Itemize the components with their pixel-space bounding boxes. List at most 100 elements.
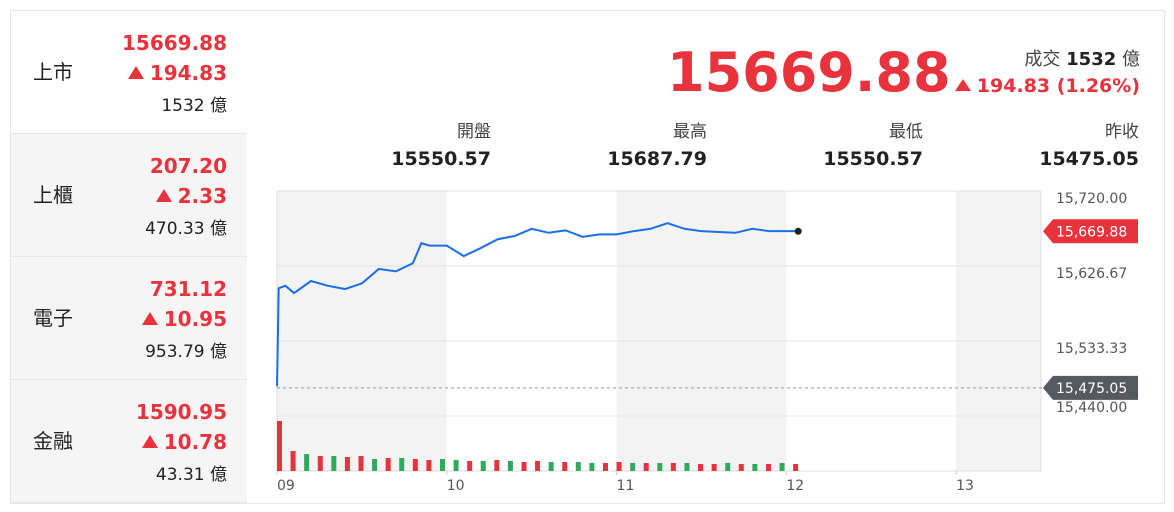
volume-bar	[412, 459, 418, 471]
band	[616, 191, 787, 471]
index-price: 15669.88	[121, 31, 227, 55]
reference-tag	[1043, 375, 1138, 400]
volume-unit: 億	[210, 96, 227, 116]
stat: 最高 15687.79	[507, 117, 707, 170]
index-price: 1590.95	[135, 400, 227, 424]
stat-label: 開盤	[457, 122, 491, 142]
volume-bar	[562, 462, 568, 471]
band	[277, 191, 447, 471]
index-change: 10.78	[142, 430, 227, 454]
volume-bar	[399, 458, 405, 471]
volume-bar	[711, 464, 717, 471]
volume-bar	[304, 454, 310, 471]
volume-value: 1532	[1066, 49, 1117, 70]
stat: 最低 15550.57	[723, 117, 923, 170]
stat-value: 15550.57	[823, 148, 923, 170]
index-change: 194.83	[128, 61, 227, 85]
volume-bar	[602, 463, 608, 471]
stat-value: 15550.57	[391, 148, 491, 170]
stat-label: 最低	[889, 122, 923, 142]
volume-bar	[684, 463, 690, 471]
volume-bar	[657, 463, 663, 471]
stat-label: 最高	[673, 122, 707, 142]
volume-bar	[521, 462, 527, 471]
reference-label: 15,475.05	[1056, 381, 1127, 397]
index-volume: 43.31 億	[156, 460, 227, 485]
volume-bar	[277, 421, 282, 471]
volume-bar	[575, 462, 581, 471]
y-tick-label: 15,720.00	[1056, 191, 1127, 207]
last-price-tag	[1043, 219, 1138, 244]
volume-bar	[765, 464, 771, 471]
last-price-label: 15,669.88	[1056, 224, 1127, 240]
index-name: 上市	[33, 60, 73, 84]
volume-bar	[439, 459, 445, 471]
index-name: 上櫃	[33, 183, 73, 207]
volume-bar	[372, 459, 378, 471]
volume-bar	[535, 461, 541, 471]
volume-label: 成交	[1024, 49, 1061, 70]
volume-bar	[331, 456, 337, 471]
x-tick-label: 10	[447, 478, 465, 494]
stat: 昨收 15475.05	[939, 117, 1139, 170]
volume-value: 43.31	[155, 465, 205, 485]
volume-bar	[453, 460, 459, 471]
x-tick-label: 09	[277, 478, 295, 494]
volume-bar	[698, 464, 704, 471]
volume-bar	[670, 463, 676, 471]
stat-value: 15687.79	[607, 148, 707, 170]
volume-bar	[630, 463, 636, 471]
volume-unit: 億	[210, 342, 227, 362]
stat: 開盤 15550.57	[291, 117, 491, 170]
volume-bar	[779, 463, 785, 471]
volume-value: 470.33	[145, 219, 205, 239]
volume-value: 953.79	[145, 342, 205, 362]
y-tick-label: 15,533.33	[1056, 341, 1127, 357]
stat-label: 昨收	[1105, 122, 1139, 142]
volume-bar	[290, 451, 296, 471]
volume-bar	[725, 463, 731, 471]
volume-bar	[426, 460, 432, 471]
volume-bar	[480, 461, 486, 471]
chart: 15,720.00 15,626.67 15,533.33 15,440.00 09 10…	[276, 190, 1138, 494]
volume-bar	[494, 460, 500, 471]
volume-bar	[344, 457, 350, 471]
index-volume: 470.33 億	[145, 214, 227, 239]
volume-bar	[385, 458, 391, 471]
volume-unit: 億	[210, 465, 227, 485]
y-tick-label: 15,626.67	[1056, 266, 1127, 282]
index-price: 207.20	[149, 154, 227, 178]
stat-value: 15475.05	[1039, 148, 1139, 170]
volume-bar	[507, 461, 513, 471]
index-change: 2.33	[156, 184, 227, 208]
x-tick-label: 11	[617, 478, 635, 494]
volume-bar	[548, 462, 554, 471]
volume-bar	[738, 464, 744, 471]
index-change: 10.95	[142, 307, 227, 331]
volume-bar	[358, 456, 364, 471]
volume-bar	[752, 464, 758, 471]
index-volume: 953.79 億	[145, 337, 227, 362]
volume-bar	[643, 463, 649, 471]
y-tick-label: 15,440.00	[1056, 400, 1127, 416]
index-row[interactable]: 金融 1590.95 10.78 43.31 億	[11, 380, 247, 503]
index-name: 電子	[33, 306, 73, 330]
volume-unit: 億	[210, 219, 227, 239]
index-price: 731.12	[149, 277, 227, 301]
price: 15669.88	[667, 41, 951, 104]
index-row[interactable]: 電子 731.12 10.95 953.79 億	[11, 257, 247, 380]
change: 194.83 (1.26%)	[955, 75, 1140, 97]
index-row[interactable]: 上市 15669.88 194.83 1532 億	[11, 11, 247, 134]
volume-bar	[793, 464, 799, 471]
index-volume: 1532 億	[161, 91, 227, 116]
last-point	[794, 227, 802, 235]
price-line	[276, 222, 799, 387]
index-row[interactable]: 上櫃 207.20 2.33 470.33 億	[11, 134, 247, 257]
volume-bar	[467, 461, 473, 471]
frame: 上市 15669.88 194.83 1532 億上櫃 207.20 2.33 470.33…	[10, 10, 1165, 504]
x-tick-label: 12	[786, 478, 804, 494]
volume: 成交 1532 億	[1024, 45, 1140, 71]
index-name: 金融	[33, 429, 73, 453]
sidebar: 上市 15669.88 194.83 1532 億上櫃 207.20 2.33 470.33…	[11, 11, 247, 505]
